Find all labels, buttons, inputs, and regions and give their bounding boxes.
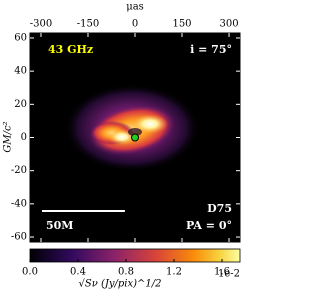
chart: μas GM/c² 43 GHz i = 75° D75 PA = 0° 50M… xyxy=(3,2,241,290)
x-tick-label: -300 xyxy=(30,19,52,30)
x-tick-label: 150 xyxy=(172,19,191,30)
annotation: D75 xyxy=(207,202,232,215)
x-tick-label: -150 xyxy=(77,19,99,30)
image xyxy=(64,84,200,172)
annotation: 43 GHz xyxy=(48,43,93,56)
colorbar-multiplier: 1e-2 xyxy=(218,269,240,280)
marker xyxy=(131,133,139,142)
colorbar-tick-label: 1.2 xyxy=(166,267,182,278)
colorbar-tick-label: 0.0 xyxy=(22,267,38,278)
x-tick-label: 0 xyxy=(132,19,138,30)
x-label: μas xyxy=(126,2,144,13)
colorbar-label: √Sν (Jy/pix)^1/2 xyxy=(78,279,161,290)
y-tick-label: -20 xyxy=(11,165,27,176)
y-tick-label: 40 xyxy=(14,66,27,77)
y-label: GM/c² xyxy=(3,121,14,152)
scale-bar-label: 50M xyxy=(46,219,73,232)
colorbar-tick-label: 1.6 xyxy=(214,267,230,278)
colorbar xyxy=(29,248,241,263)
y-tick-label: -60 xyxy=(11,232,27,243)
colorbar-tick-label: 0.8 xyxy=(118,267,134,278)
y-tick-label: 60 xyxy=(14,32,27,43)
y-tick-label: 0 xyxy=(21,132,27,143)
y-tick-label: 20 xyxy=(14,99,27,110)
y-tick-label: -40 xyxy=(11,198,27,209)
annotation: i = 75° xyxy=(190,43,232,56)
colorbar-tick-label: 0.4 xyxy=(70,267,86,278)
annotation: PA = 0° xyxy=(186,219,232,232)
x-tick-label: 300 xyxy=(219,19,238,30)
